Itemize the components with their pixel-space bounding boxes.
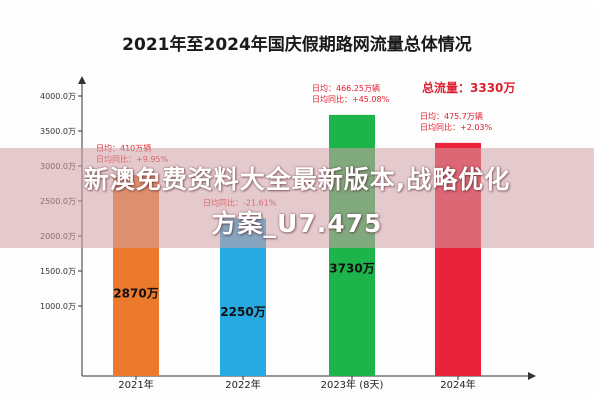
y-tick-label: 3500.0万 <box>40 127 76 136</box>
x-tick-label: 2021年 <box>118 378 153 391</box>
y-tick-label: 1500.0万 <box>40 267 76 276</box>
annotation-label: 日均同比：+2.03% <box>420 122 493 132</box>
y-tick-label: 4000.0万 <box>40 92 76 101</box>
x-tick-label: 2022年 <box>225 378 260 391</box>
axis-layer: 1000.0万1500.0万2000.0万2500.0万3000.0万3500.… <box>40 76 536 391</box>
y-tick-label: 1000.0万 <box>40 302 76 311</box>
x-tick-label: 2023年 (8天) <box>321 378 384 391</box>
watermark-line-1: 新澳免费资料大全最新版本,战略优化 <box>83 165 511 194</box>
x-axis-arrow <box>528 372 536 380</box>
total-flow-label: 总流量：3330万 <box>422 80 515 95</box>
watermark-band <box>0 148 594 248</box>
annotation-label: 日均：475.7万辆 <box>420 111 483 121</box>
annotation-label: 日均：466.25万辆 <box>312 83 380 93</box>
x-tick-label: 2024年 <box>440 378 475 391</box>
chart-title: 2021年至2024年国庆假期路网流量总体情况 <box>122 34 472 55</box>
data-label: 2250万 <box>220 305 265 319</box>
annotation-label: 日均同比：+45.08% <box>312 94 390 104</box>
data-label: 3730万 <box>329 261 374 275</box>
watermark-line-2: 方案_U7.475 <box>211 209 383 238</box>
y-axis-arrow <box>78 76 86 84</box>
data-label: 2870万 <box>113 287 158 301</box>
